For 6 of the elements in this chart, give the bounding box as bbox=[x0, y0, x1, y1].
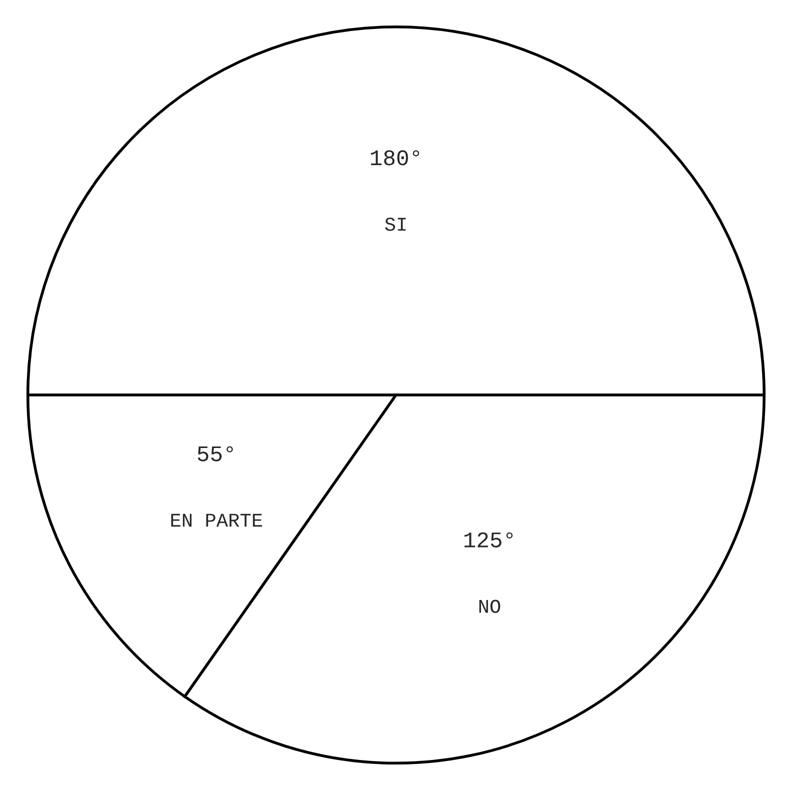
slice-label: EN PARTE bbox=[171, 514, 262, 527]
data-label: 180° bbox=[370, 150, 420, 166]
data-label: 55° bbox=[198, 446, 233, 462]
slice-label: SI bbox=[385, 218, 406, 231]
data-label: 125° bbox=[464, 532, 513, 548]
slice-label: NO bbox=[479, 600, 500, 613]
